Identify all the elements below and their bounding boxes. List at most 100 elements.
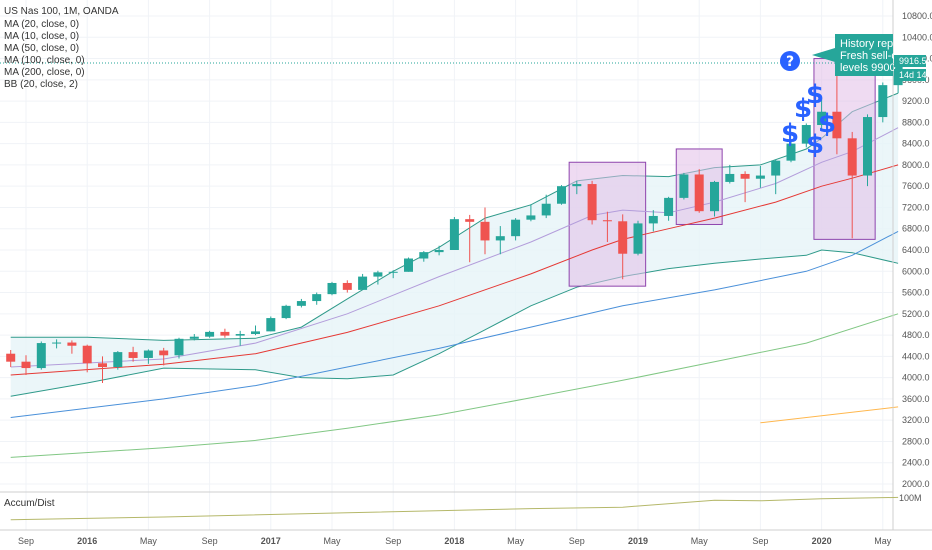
time-tick-label: 2020: [812, 536, 832, 546]
candle-body: [98, 363, 107, 367]
candle: [541, 194, 551, 219]
candle-body: [36, 343, 46, 369]
candle-body: [21, 361, 31, 369]
price-tick-label: 8400.0: [902, 139, 930, 149]
price-badge: 9916.5: [894, 55, 927, 67]
candle: [205, 330, 215, 338]
candle: [6, 349, 16, 367]
candle-body: [847, 138, 857, 176]
accum-dist-title: Accum/Dist: [4, 498, 55, 509]
price-tick-label: 4800.0: [902, 330, 930, 340]
dollar-icon-5: $: [806, 130, 824, 160]
callout-line-3: levels 9900: [840, 62, 896, 74]
legend-ma10: MA (10, close, 0): [4, 31, 79, 42]
candle: [633, 220, 643, 256]
candle-body: [6, 353, 16, 362]
candle-body: [664, 197, 674, 216]
candle-body: [817, 111, 827, 126]
time-tick-label: 2017: [261, 536, 281, 546]
candle: [587, 180, 597, 225]
candle: [312, 292, 322, 305]
time-tick-label: May: [507, 536, 525, 546]
ma-line: [760, 406, 899, 424]
candle: [832, 71, 842, 155]
candle: [21, 355, 31, 375]
candle-body: [189, 336, 199, 339]
candle-body: [786, 143, 796, 161]
ma-line: [10, 230, 899, 418]
question-icon[interactable]: ?: [780, 51, 800, 71]
time-tick-label: Sep: [202, 536, 218, 546]
candle: [495, 226, 505, 255]
candle-body: [618, 221, 628, 254]
dollar-icon-2: $: [794, 94, 812, 124]
annotation-callout[interactable]: History repe Fresh sell-of levels 9900: [812, 34, 901, 76]
candle-body: [648, 215, 658, 224]
candle: [404, 257, 413, 272]
candle: [419, 251, 429, 262]
candle: [664, 196, 674, 221]
candle: [878, 82, 888, 123]
candle-body: [159, 350, 169, 356]
candle: [358, 273, 368, 290]
candle: [679, 172, 689, 200]
price-tick-label: 7600.0: [902, 181, 930, 191]
candle-body: [755, 175, 765, 179]
candle: [801, 123, 811, 148]
candle: [159, 347, 169, 366]
candle: [618, 214, 628, 280]
ma-line: [10, 164, 899, 376]
price-tick-label: 5200.0: [902, 309, 930, 319]
callout-line-2: Fresh sell-of: [840, 50, 901, 62]
highlight-boxes: [568, 58, 876, 287]
candle-body: [358, 276, 368, 290]
price-tick-label: 2800.0: [902, 436, 930, 446]
candle-body: [801, 125, 811, 144]
candle-body: [878, 85, 888, 118]
candle: [82, 344, 92, 373]
callout-bubble[interactable]: [812, 34, 893, 76]
candle-body: [266, 318, 276, 332]
candle: [327, 281, 337, 296]
price-tick-label: 8000.0: [902, 160, 930, 170]
candle: [526, 204, 536, 222]
legend-bb: BB (20, close, 2): [4, 79, 78, 90]
candle: [113, 351, 123, 370]
price-axis: 2000.0 2400.0 2800.0 3200.0 3600.0 4000.0 4400…: [902, 11, 932, 489]
candle-body: [740, 173, 750, 179]
time-tick-label: May: [874, 536, 892, 546]
candle-body: [251, 331, 260, 335]
candle-body: [312, 294, 322, 302]
candle: [771, 159, 781, 195]
candle: [863, 114, 872, 187]
candle-body: [296, 301, 306, 306]
candles: [6, 58, 903, 383]
candle-body: [388, 271, 398, 273]
price-tick-label: 10800.0: [902, 11, 932, 21]
candle: [128, 346, 138, 362]
price-tick-label: 8800.0: [902, 117, 930, 127]
candle: [296, 298, 306, 308]
time-tick-label: May: [691, 536, 709, 546]
candle-body: [557, 186, 566, 204]
price-tick-label: 2400.0: [902, 458, 930, 468]
candle-body: [832, 111, 842, 139]
price-tick-label: 9200.0: [902, 96, 930, 106]
legend: US Nas 100, 1M, OANDA MA (20, close, 0) …: [4, 6, 119, 90]
candle: [847, 131, 857, 239]
price-badge-text: 9916.5: [899, 56, 927, 66]
candle-body: [725, 173, 735, 182]
candle-body: [572, 184, 582, 187]
legend-ma200: MA (200, close, 0): [4, 67, 85, 78]
candle: [251, 325, 260, 336]
time-tick-label: Sep: [18, 536, 34, 546]
time-tick-label: 2016: [77, 536, 97, 546]
candle: [511, 218, 521, 241]
candle-body: [82, 345, 92, 364]
legend-ma20: MA (20, close, 0): [4, 19, 79, 30]
candle: [817, 98, 827, 131]
candle-body: [679, 174, 689, 198]
candle-body: [480, 221, 490, 241]
candle: [373, 270, 383, 285]
price-tick-label: 4400.0: [902, 351, 930, 361]
